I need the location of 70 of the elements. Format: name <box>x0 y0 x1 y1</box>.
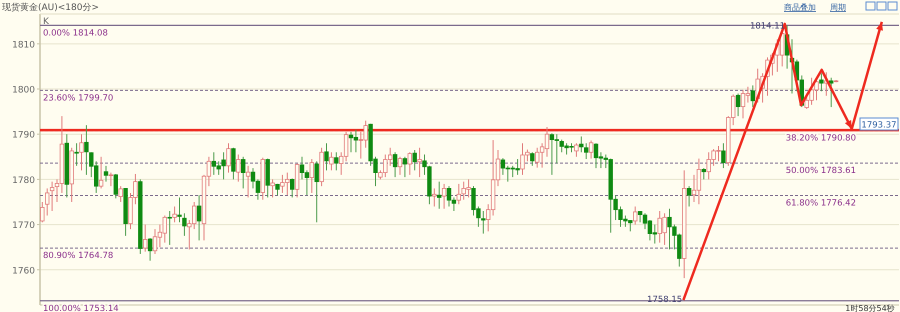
y-tick-label: 1760 <box>12 266 36 276</box>
candlestick <box>246 165 250 198</box>
candlestick <box>721 142 726 169</box>
candlestick <box>168 210 172 246</box>
candlestick <box>408 152 412 176</box>
candlestick <box>84 124 89 176</box>
ref-label: 80.90% 1764.78 <box>43 251 114 262</box>
candlestick <box>74 142 79 166</box>
y-tick-label: 1780 <box>12 176 36 186</box>
candlestick <box>437 181 442 210</box>
candlestick <box>456 183 461 205</box>
ref-label: 23.60% 1799.70 <box>43 93 114 104</box>
ref-label: 50.00% 1783.61 <box>786 166 856 176</box>
candlestick <box>574 142 579 158</box>
candlestick <box>530 152 534 166</box>
candlestick <box>236 154 240 182</box>
chart-title: 现货黄金(AU)<180分> <box>2 2 100 13</box>
ref-label: 0.00% 1814.08 <box>43 28 108 38</box>
candlestick <box>334 152 338 171</box>
candlestick <box>177 196 182 223</box>
candlestick <box>50 181 54 212</box>
candlestick <box>196 194 202 241</box>
candlestick <box>417 147 422 178</box>
candlestick <box>329 152 334 171</box>
candlestick <box>579 136 584 153</box>
candlestick <box>108 172 114 187</box>
y-tick-label: 1800 <box>12 86 36 96</box>
candlestick <box>392 152 398 178</box>
candlestick <box>314 160 319 223</box>
text: 1时58分54秒 <box>845 304 895 312</box>
candlestick <box>143 224 148 252</box>
candlestick <box>182 212 187 236</box>
candlestick <box>290 178 294 198</box>
candlestick <box>231 147 236 180</box>
candlestick <box>40 201 44 223</box>
candlestick <box>481 210 486 234</box>
candlestick <box>750 84 755 108</box>
candlestick <box>588 140 594 160</box>
candlestick <box>432 188 436 207</box>
candlestick <box>310 158 314 194</box>
ref-label: 38.20% 1790.80 <box>786 134 856 144</box>
ref-label: 61.80% 1776.42 <box>786 198 856 209</box>
annotation: K <box>43 17 50 27</box>
candlestick <box>633 206 638 226</box>
candlestick <box>686 186 692 207</box>
candlestick <box>148 238 152 262</box>
y-tick-label: 1790 <box>12 130 36 141</box>
y-tick-label: 1810 <box>12 40 36 50</box>
candlestick <box>402 156 408 178</box>
candlestick <box>442 183 446 210</box>
candlestick <box>584 142 588 160</box>
candlestick <box>324 142 329 171</box>
candlestick <box>412 150 417 171</box>
y-tick-label: 1770 <box>12 221 36 232</box>
candlestick <box>829 77 834 108</box>
candlestick <box>118 186 123 202</box>
candlestick <box>172 206 177 223</box>
candlestick <box>702 168 706 180</box>
candlestick <box>819 72 824 92</box>
candlestick <box>114 173 118 199</box>
candlestick <box>736 93 740 117</box>
candlestick <box>241 156 246 189</box>
candlestick <box>270 178 275 198</box>
price-label: 1793.37 <box>860 118 898 130</box>
text: 商品叠加 <box>784 3 816 12</box>
candlestick <box>45 188 50 216</box>
text: 周期 <box>830 3 846 12</box>
ref-label: 100.00% 1753.14 <box>43 304 119 312</box>
candlestick <box>398 156 402 176</box>
candlestick <box>98 156 104 189</box>
